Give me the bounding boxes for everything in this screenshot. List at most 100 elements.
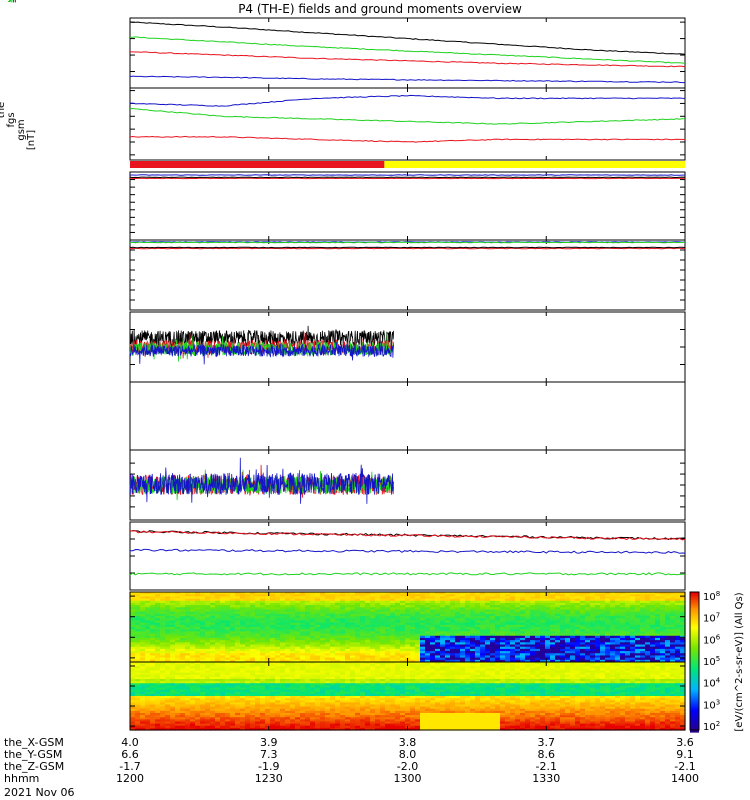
peer_energy_flux-cell [130, 696, 136, 699]
peir_energy_flux-cell [515, 646, 521, 650]
peir_energy_flux-cell [670, 657, 676, 661]
peir_energy_flux-cell [520, 624, 526, 628]
peir_energy_flux-cell [435, 620, 441, 624]
peir_energy_flux-cell [165, 592, 171, 595]
peir_energy_flux-cell [160, 657, 166, 661]
peir_energy_flux-cell [635, 594, 641, 597]
peir_energy_flux-cell [145, 620, 151, 624]
peir_energy_flux-cell [360, 613, 366, 617]
peer_energy_flux-cell [150, 719, 156, 723]
peir_energy_flux-cell [510, 631, 516, 635]
peir_energy_flux-cell [360, 620, 366, 624]
peir_energy_flux-cell [290, 631, 296, 635]
peir_energy_flux-cell [170, 594, 176, 597]
peir_energy_flux-cell [410, 627, 416, 630]
peir_energy_flux-cell [145, 594, 151, 597]
peer_energy_flux-cell [210, 727, 216, 731]
peir_energy_flux-cell [260, 637, 266, 641]
peir_energy_flux-cell [295, 607, 301, 611]
peir_energy_flux-cell [280, 607, 286, 611]
peir_energy_flux-cell [425, 600, 431, 604]
peer_energy_flux-cell [135, 715, 141, 718]
peir_energy_flux-cell [580, 611, 586, 615]
peer_energy_flux-cell [190, 696, 196, 699]
peer_energy_flux-cell [140, 672, 146, 676]
peir_energy_flux-cell [165, 637, 171, 641]
peir_energy_flux-cell [220, 627, 226, 630]
peir_energy_flux-cell [545, 655, 551, 659]
peer_energy_flux-cell [220, 662, 226, 665]
peir_energy_flux-cell [270, 629, 276, 632]
peir_energy_flux-cell [630, 616, 636, 619]
peer_energy_flux-cell [155, 689, 161, 693]
peir_energy_flux-cell [635, 609, 641, 613]
peer_energy_flux-cell [250, 670, 256, 674]
peir_energy_flux-cell [145, 607, 151, 611]
peir_energy_flux-cell [460, 655, 466, 659]
peer_energy_flux-cell [145, 683, 151, 686]
peer_energy_flux-cell [140, 727, 146, 731]
peir_energy_flux-cell [295, 592, 301, 595]
peer_energy_flux-cell [185, 672, 191, 676]
peir_energy_flux-cell [205, 616, 211, 619]
peer_energy_flux-cell [180, 676, 186, 680]
peer_energy_flux-cell [290, 691, 296, 695]
peir_energy_flux-cell [330, 659, 336, 663]
peir_energy_flux-cell [430, 659, 436, 663]
peir_energy_flux-cell [425, 627, 431, 630]
peir_energy_flux-cell [265, 592, 271, 595]
peer_energy_flux-cell [220, 689, 226, 693]
peer_energy_flux-cell [295, 713, 301, 716]
peer_energy_flux-cell [185, 700, 191, 703]
peir_energy_flux-cell [420, 609, 426, 613]
peir_energy_flux-cell [315, 618, 321, 622]
peer_energy_flux-cell [300, 685, 306, 689]
peir_energy_flux-cell [495, 637, 501, 641]
peer_energy_flux-cell [195, 727, 201, 731]
peer_energy_flux-cell [160, 664, 166, 667]
peer_energy_flux-cell [165, 725, 171, 729]
peir_energy_flux-cell [210, 607, 216, 611]
peir_energy_flux-cell [580, 657, 586, 661]
peir_energy_flux-cell [580, 624, 586, 628]
peir_energy_flux-cell [600, 637, 606, 641]
peir_energy_flux-cell [470, 622, 476, 626]
peer_energy_flux-cell [270, 689, 276, 693]
peir_energy_flux-cell [390, 646, 396, 650]
peir_energy_flux-cell [590, 613, 596, 617]
peir_energy_flux-cell [135, 596, 141, 600]
peer_energy_flux-cell [210, 700, 216, 703]
peir_energy_flux-cell [265, 613, 271, 617]
peir_energy_flux-cell [590, 598, 596, 602]
peir_energy_flux-cell [205, 609, 211, 613]
peir_energy_flux-cell [165, 635, 171, 639]
peir_energy_flux-cell [265, 602, 271, 606]
peer_energy_flux-cell [295, 719, 301, 723]
peer_energy_flux-cell [215, 713, 221, 716]
peir_energy_flux-cell [360, 640, 366, 643]
peer_energy_flux-cell [165, 681, 171, 684]
peir_energy_flux-cell [465, 640, 471, 643]
peer_energy_flux-cell [255, 668, 261, 672]
peir_energy_flux-cell [215, 648, 221, 652]
peir_energy_flux-cell [175, 646, 181, 650]
peer_energy_flux-cell [160, 715, 166, 718]
peir_energy_flux-cell [505, 640, 511, 643]
peir_energy_flux-cell [555, 622, 561, 626]
peir_energy_flux-cell [375, 607, 381, 611]
peir_energy_flux-cell [485, 642, 491, 646]
peir_energy_flux-cell [335, 646, 341, 650]
peir_energy_flux-cell [620, 646, 626, 650]
pressure-Pb [129, 530, 686, 541]
peir_energy_flux-cell [340, 607, 346, 611]
peir_energy_flux-cell [255, 613, 261, 617]
peir_energy_flux-cell [625, 592, 631, 595]
peir_energy_flux-cell [550, 648, 556, 652]
peer_energy_flux-cell [275, 676, 281, 680]
peer_energy_flux-cell [150, 672, 156, 676]
peir_energy_flux-cell [200, 648, 206, 652]
peer_energy_flux-cell [205, 698, 211, 701]
peer_energy_flux-cell [255, 708, 261, 712]
peir_energy_flux-cell [440, 640, 446, 643]
peer_energy_flux-cell [250, 676, 256, 680]
